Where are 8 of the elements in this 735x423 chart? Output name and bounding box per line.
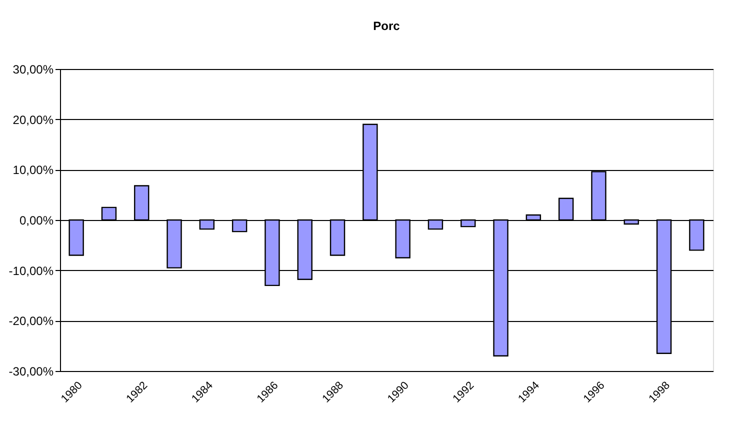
y-tick-label: -20,00% — [8, 314, 54, 328]
chart-title: Porc — [373, 19, 400, 33]
y-tick-label: -10,00% — [8, 264, 54, 278]
y-tick-label: 30,00% — [12, 62, 54, 76]
y-tick-label: 0,00% — [19, 214, 54, 228]
y-tick-label: 20,00% — [12, 112, 54, 127]
y-tick-label: 10,00% — [12, 163, 54, 178]
y-tick-label: -30,00% — [8, 364, 54, 378]
